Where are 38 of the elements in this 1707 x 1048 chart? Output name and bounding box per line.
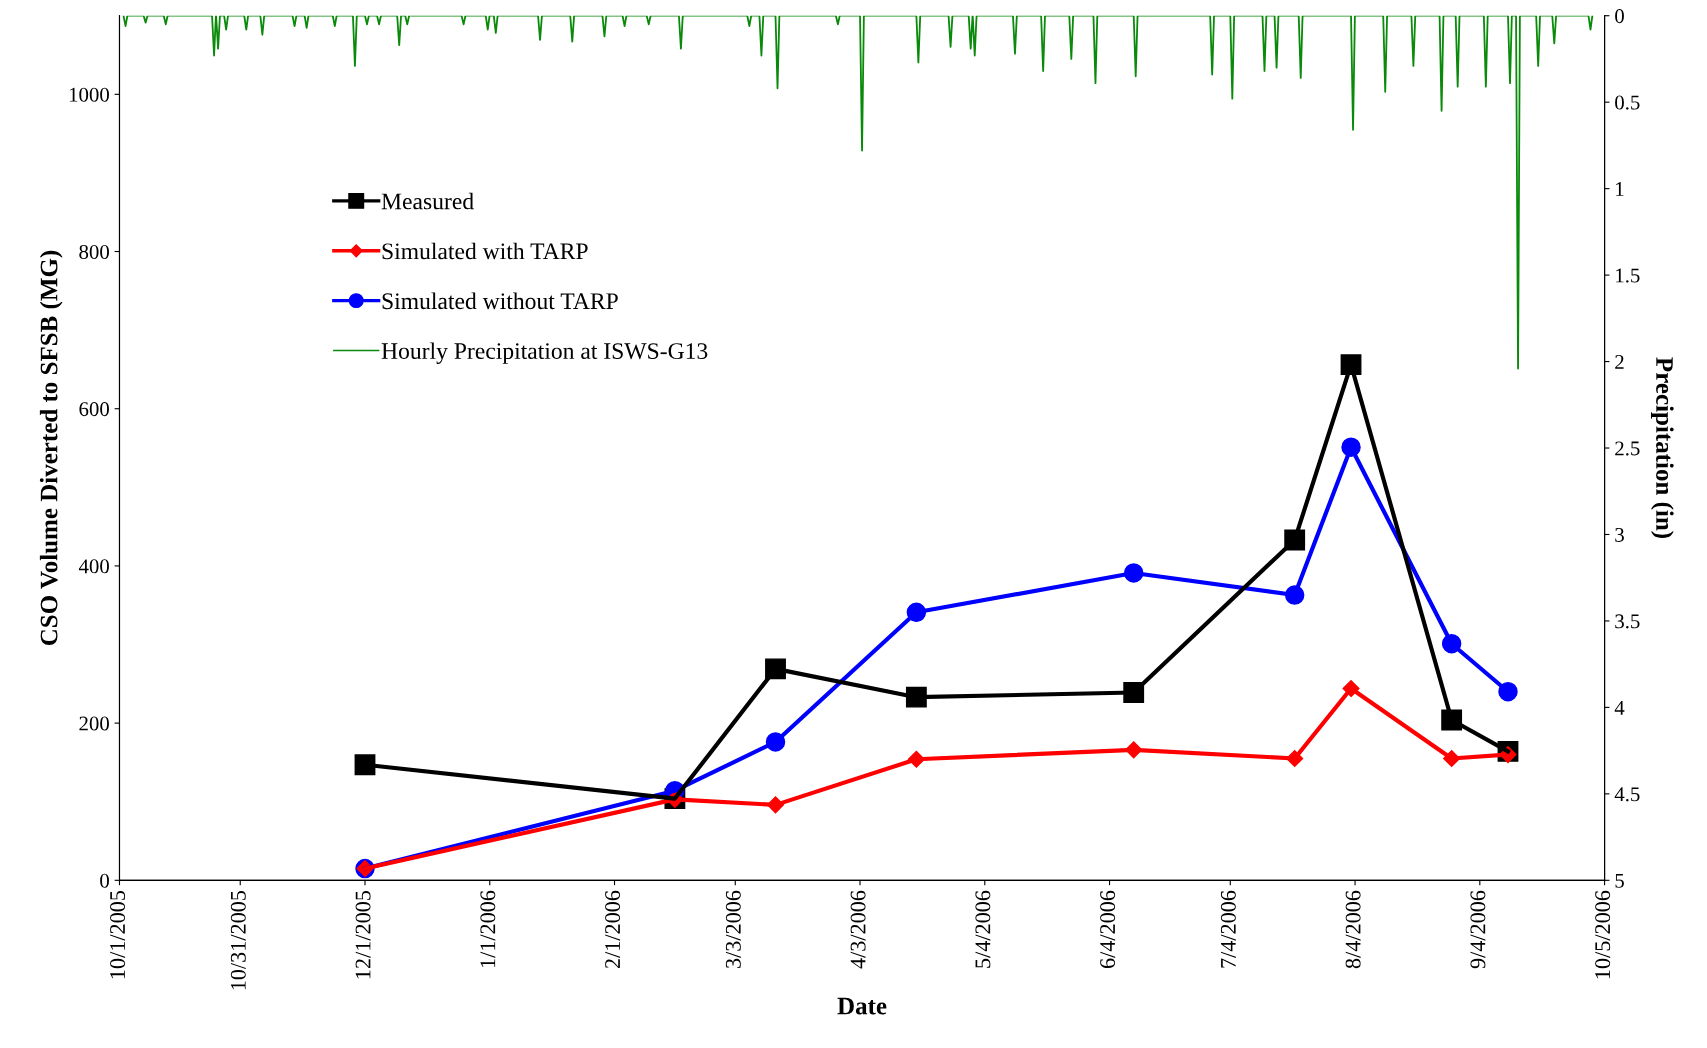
y2-tick-label: 4.5: [1614, 787, 1640, 802]
y2-tick-label: 5: [1615, 873, 1624, 888]
y2-tick-label: 4: [1614, 700, 1625, 715]
y2-tick-label: 3: [1615, 527, 1624, 542]
x-tick-label: 4/3/2006: [850, 890, 866, 969]
x-tick-label: 10/31/2005: [230, 890, 246, 990]
y2-tick-label: 3.5: [1615, 614, 1640, 629]
y2-tick-label: 0: [1615, 9, 1624, 24]
x-tick-label: 7/4/2006: [1220, 890, 1236, 968]
y-tick-label: 200: [79, 716, 109, 731]
x-tick-label: 1/1/2006: [480, 890, 496, 968]
x-tick-label: 2/1/2006: [605, 890, 621, 969]
legend-label: Hourly Precipitation at ISWS-G13: [381, 342, 708, 364]
y-axis-title: CSO Volume Diverted to SFSB (MG): [39, 250, 63, 646]
legend-label: Simulated with TARP: [382, 242, 588, 260]
y2-tick-label: 2.5: [1615, 441, 1640, 456]
y2-tick-label: 0.5: [1615, 95, 1640, 110]
x-tick-label: 9/4/2006: [1470, 890, 1486, 969]
legend-label: Simulated without TARP: [382, 292, 618, 310]
x-tick-label: 10/1/2005: [110, 890, 126, 979]
y-tick-label: 400: [78, 559, 109, 574]
line-series: [122, 15, 1594, 370]
y2-tick-label: 2: [1615, 354, 1624, 369]
y2-axis-title: Precipitation (in): [1651, 357, 1674, 539]
y-tick-label: 800: [79, 244, 109, 259]
x-axis-title: Date: [837, 997, 887, 1015]
x-tick-label: 12/1/2005: [355, 890, 371, 979]
y-tick-label: 0: [100, 873, 109, 888]
legend-label: Measured: [381, 192, 474, 210]
x-tick-label: 8/4/2006: [1345, 890, 1361, 969]
y-tick-label: 1000: [69, 87, 109, 102]
y-tick-label: 600: [79, 402, 109, 417]
x-tick-label: 10/5/2006: [1595, 890, 1611, 979]
y2-tick-label: 1: [1616, 182, 1624, 196]
x-tick-label: 5/4/2006: [975, 890, 991, 968]
x-tick-label: 6/4/2006: [1100, 890, 1116, 969]
y2-tick-label: 1.5: [1616, 268, 1640, 283]
x-tick-label: 3/3/2006: [725, 890, 741, 968]
